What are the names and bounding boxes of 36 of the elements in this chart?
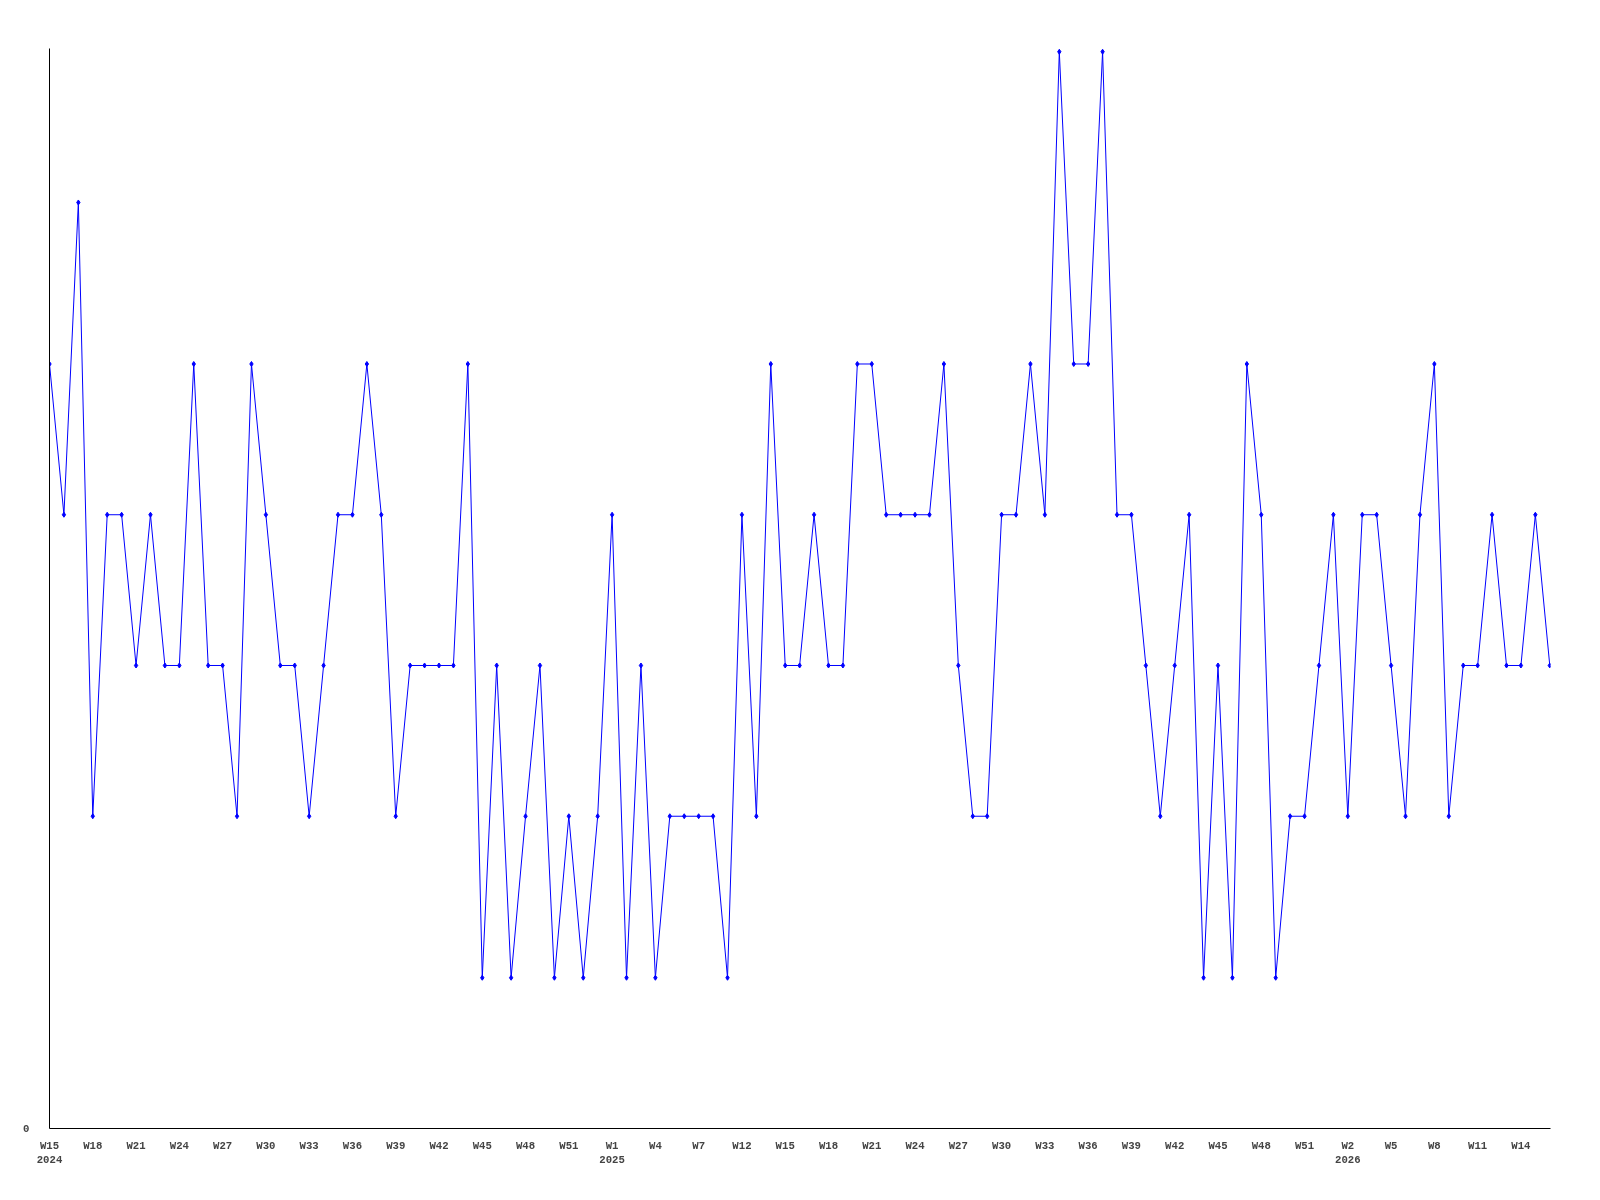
x-tick-label: W51 [559, 1139, 579, 1152]
x-tick-label: W18 [818, 1139, 839, 1152]
x-tick-label: W14 [1511, 1139, 1532, 1152]
x-tick-label: W24 [169, 1139, 190, 1152]
x-tick-label: W42 [1165, 1139, 1185, 1152]
x-tick-label: W36 [342, 1139, 363, 1152]
x-tick-label: W48 [515, 1139, 536, 1152]
x-tick-label: W48 [1251, 1139, 1271, 1152]
x-tick-label: W45 [472, 1139, 492, 1152]
x-tick-label: W4 [648, 1139, 663, 1152]
x-tick-label: W15 2024 [36, 1139, 63, 1166]
x-tick-label: W11 [1468, 1139, 1488, 1152]
x-tick-label: W27 [948, 1139, 968, 1152]
x-tick-label: W15 [775, 1139, 795, 1152]
x-tick-label: W39 [1121, 1139, 1142, 1152]
x-tick-label: W51 [1294, 1139, 1315, 1152]
x-tick-label: W21 [126, 1139, 146, 1152]
text: 0 [23, 1123, 30, 1135]
x-tick-label: W1 2025 [599, 1139, 625, 1166]
x-tick-label: W36 [1078, 1139, 1098, 1152]
x-tick-label: W39 [386, 1139, 406, 1152]
x-tick-label: W30 [256, 1139, 276, 1152]
x-tick-label: W5 [1384, 1139, 1398, 1152]
x-tick-label: W33 [299, 1139, 319, 1152]
x-tick-label: W8 [1427, 1139, 1441, 1152]
x-tick-label: W24 [905, 1139, 926, 1152]
x-tick-label: W2 2026 [1335, 1139, 1361, 1166]
x-tick-label: W12 [732, 1139, 752, 1152]
x-tick-label: W18 [83, 1139, 103, 1152]
x-tick-label: W33 [1035, 1139, 1055, 1152]
x-tick-label: W7 [692, 1139, 706, 1152]
x-tick-label: W42 [429, 1139, 449, 1152]
x-tick-label: W21 [862, 1139, 882, 1152]
x-tick-label: W27 [213, 1139, 233, 1152]
x-tick-label: W45 [1208, 1139, 1228, 1152]
x-tick-label: W30 [992, 1139, 1012, 1152]
